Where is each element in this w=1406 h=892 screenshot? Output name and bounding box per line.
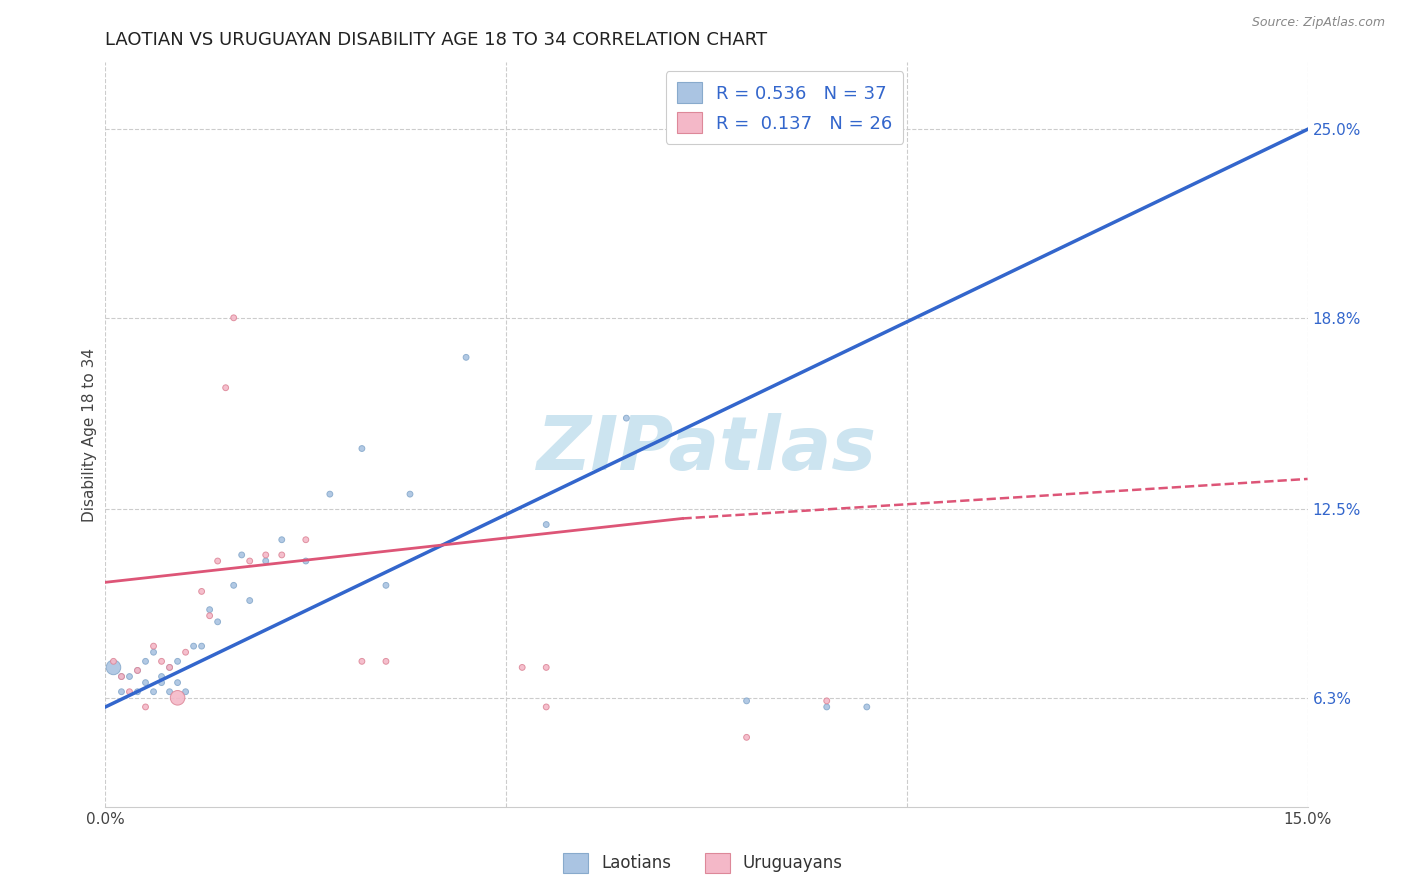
Point (142, 645, 165, 659)
Point (231, 548, 253, 562)
Point (855, 700, 877, 714)
Point (190, 639, 212, 653)
Point (222, 310, 245, 325)
Point (350, 442, 373, 456)
Point (135, 675, 157, 690)
Point (254, 548, 277, 562)
Point (166, 654, 188, 668)
Point (135, 700, 157, 714)
Y-axis label: Disability Age 18 to 34: Disability Age 18 to 34 (82, 348, 97, 522)
Point (815, 694, 838, 708)
Point (150, 654, 173, 668)
Point (118, 669, 141, 683)
Point (103, 654, 125, 668)
Point (534, 700, 557, 714)
Point (183, 639, 205, 653)
Point (270, 548, 292, 562)
Point (319, 487, 342, 501)
Point (616, 411, 638, 425)
Point (534, 517, 557, 532)
Point (150, 675, 173, 690)
Point (159, 660, 181, 674)
Point (174, 645, 197, 659)
Point (239, 593, 262, 607)
Text: Source: ZipAtlas.com: Source: ZipAtlas.com (1251, 16, 1385, 29)
Point (127, 664, 149, 678)
Point (150, 669, 173, 683)
Point (399, 487, 422, 501)
Point (198, 608, 221, 623)
Point (254, 554, 277, 568)
Legend: R = 0.536   N = 37, R =  0.137   N = 26: R = 0.536 N = 37, R = 0.137 N = 26 (666, 71, 904, 144)
Point (374, 578, 398, 592)
Point (222, 578, 245, 592)
Point (735, 694, 758, 708)
Point (110, 669, 132, 683)
Point (207, 554, 229, 568)
Point (142, 639, 165, 653)
Point (110, 684, 132, 698)
Point (534, 660, 557, 674)
Point (815, 700, 838, 714)
Point (142, 684, 165, 698)
Point (166, 690, 188, 705)
Point (510, 660, 533, 674)
Point (190, 584, 212, 599)
Point (198, 602, 221, 616)
Point (350, 654, 373, 668)
Point (127, 664, 149, 678)
Point (214, 381, 236, 395)
Point (103, 660, 125, 674)
Point (735, 731, 758, 745)
Point (166, 675, 188, 690)
Point (454, 351, 477, 365)
Point (295, 533, 318, 547)
Point (295, 554, 318, 568)
Text: ZIPatlas: ZIPatlas (537, 413, 876, 486)
Point (270, 533, 292, 547)
Point (374, 654, 398, 668)
Point (239, 554, 262, 568)
Text: LAOTIAN VS URUGUAYAN DISABILITY AGE 18 TO 34 CORRELATION CHART: LAOTIAN VS URUGUAYAN DISABILITY AGE 18 T… (105, 31, 768, 49)
Point (159, 684, 181, 698)
Point (174, 684, 197, 698)
Point (135, 654, 157, 668)
Point (207, 615, 229, 629)
Point (110, 669, 132, 683)
Point (127, 684, 149, 698)
Point (118, 684, 141, 698)
Point (159, 660, 181, 674)
Legend: Laotians, Uruguayans: Laotians, Uruguayans (557, 847, 849, 880)
